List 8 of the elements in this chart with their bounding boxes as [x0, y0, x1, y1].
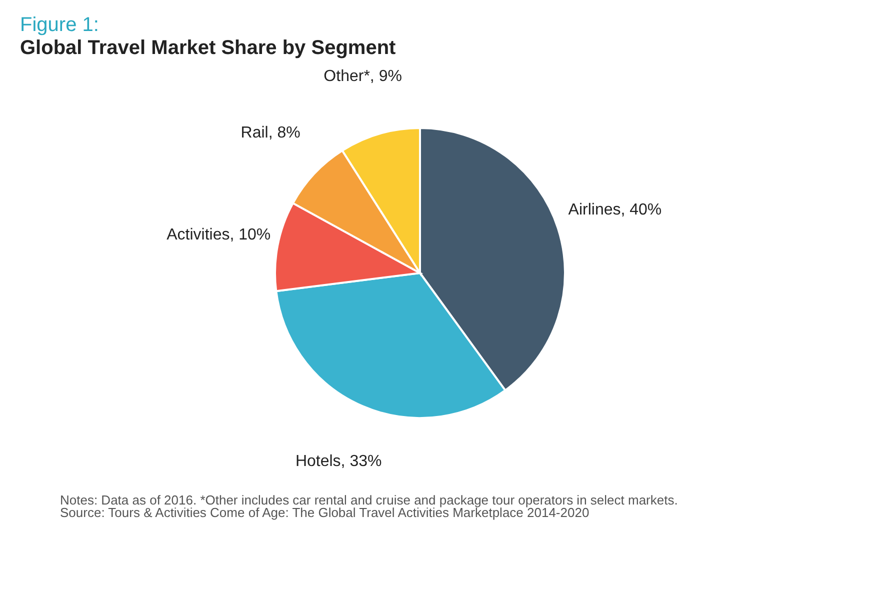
slice-label: Other*, 9% — [324, 68, 402, 86]
text: Notes: Data as of 2016. *Other includes car rental and cruise and package tour operators in select markets. — [60, 492, 678, 508]
slice-label: Activities, 10% — [166, 226, 271, 244]
slice-label: Hotels, 33% — [295, 453, 382, 470]
chart-subtitle: Global Travel Market Share by Segment — [20, 37, 396, 60]
slice-label: Airlines, 40% — [568, 202, 662, 219]
slice-label: Rail, 8% — [240, 124, 300, 142]
chart-title: Figure 1: — [20, 14, 99, 36]
